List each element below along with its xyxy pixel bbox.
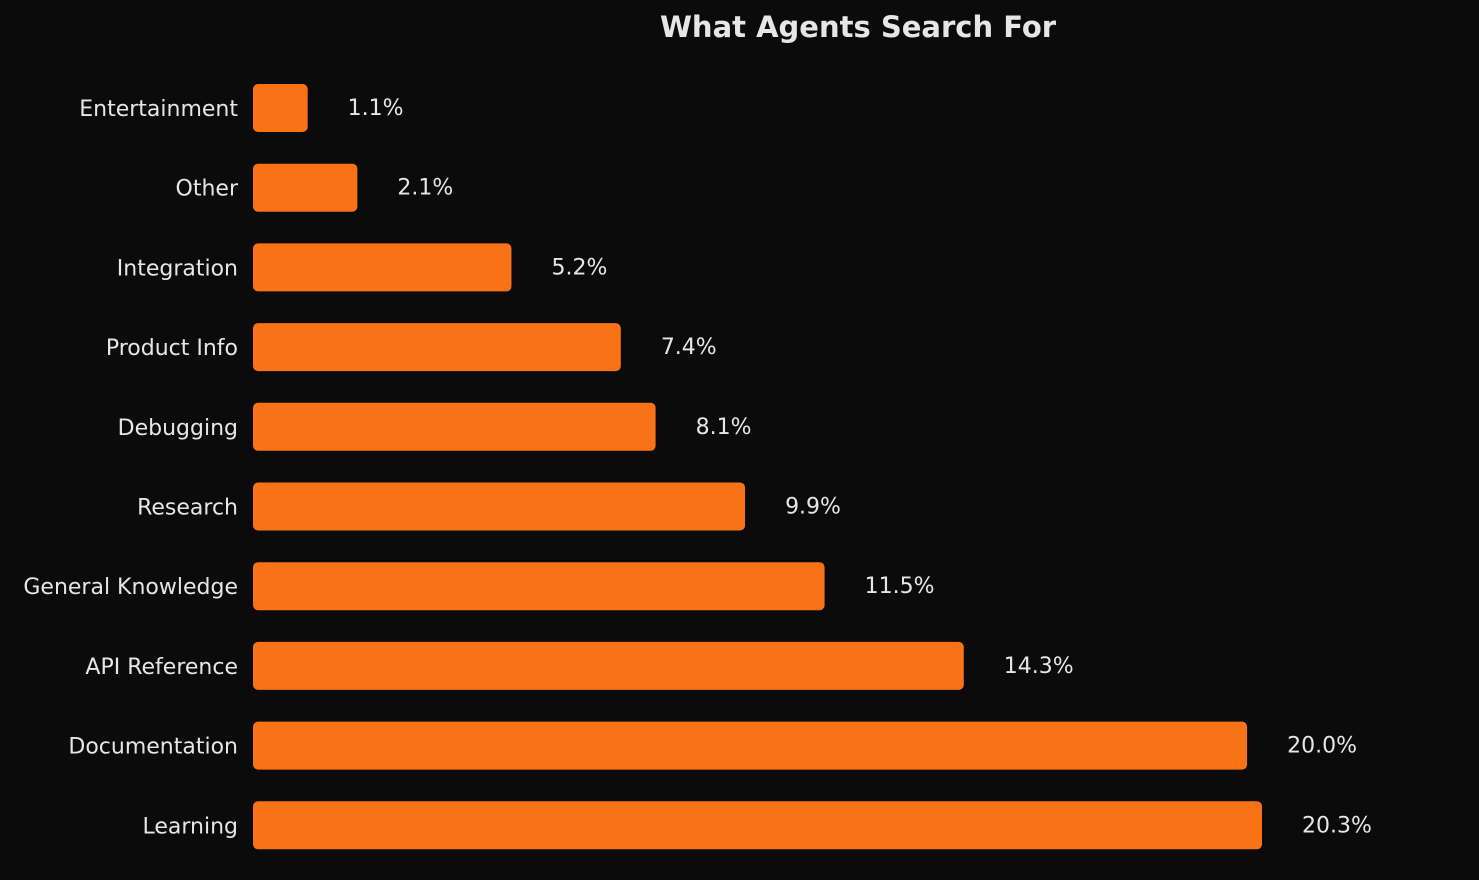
value-label-integration: 5.2% [551,255,607,280]
bars-group [253,84,1262,850]
bar-research [253,482,746,531]
bar-documentation [253,721,1248,770]
chart-title: What Agents Search For [660,10,1057,44]
bar-entertainment [253,84,308,132]
bar-learning [253,801,1262,850]
bar-integration [253,243,512,292]
bar-debugging [253,402,656,451]
value-label-api-reference: 14.3% [1004,654,1074,679]
value-label-product-info: 7.4% [661,335,717,360]
value-label-research: 9.9% [785,495,841,520]
bar-general-knowledge [253,562,825,611]
category-label-other: Other [176,177,239,202]
bar-api-reference [253,641,964,690]
category-label-learning: Learning [142,814,238,839]
bar-other [253,163,358,212]
category-label-documentation: Documentation [68,735,238,760]
category-label-integration: Integration [117,256,238,281]
value-labels-group: 1.1% 2.1% 5.2% 7.4% 8.1% 9.9% 11.5% 14.3% 20.0% 2… [348,96,1372,838]
value-label-debugging: 8.1% [696,415,752,440]
value-label-general-knowledge: 11.5% [865,574,935,599]
category-label-product-info: Product Info [106,336,238,361]
category-labels-group: Entertainment Other Integration Product Inf… [23,97,239,839]
value-label-entertainment: 1.1% [348,96,404,121]
category-label-api-reference: API Reference [85,655,238,680]
category-label-research: Research [137,496,238,521]
category-label-general-knowledge: General Knowledge [23,575,238,600]
value-label-documentation: 20.0% [1287,734,1357,759]
value-label-learning: 20.3% [1302,813,1372,838]
value-label-other: 2.1% [397,176,453,201]
category-label-debugging: Debugging [118,416,238,441]
bar-product-info [253,323,621,372]
category-label-entertainment: Entertainment [79,97,238,122]
